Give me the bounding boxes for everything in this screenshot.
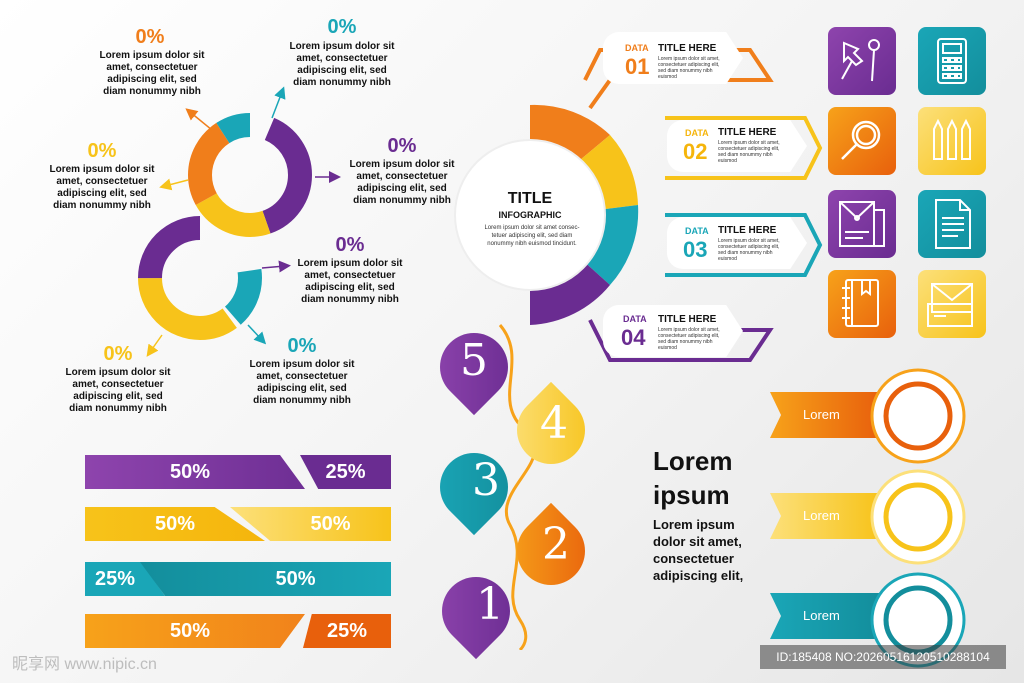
step-1-number: 1 — [476, 579, 504, 630]
step-3-number: 3 — [472, 455, 500, 506]
envelope-icon — [918, 270, 986, 338]
arrow-left — [159, 178, 189, 191]
lorem-heading-2: ipsum — [653, 480, 730, 510]
label-text-5: Lorem ipsum dolor sit amet, consectetuer… — [297, 258, 403, 305]
watermark-left: 昵享网 www.nipic.cn — [12, 656, 157, 673]
percent-bar-4-left: 50% — [85, 614, 305, 648]
connector-03 — [665, 213, 823, 277]
arrow-bottom-right — [247, 324, 267, 345]
card-03-data-label: DATA — [685, 226, 709, 236]
donut-top — [188, 113, 312, 237]
percent-bar-3-left: 25% — [85, 562, 165, 596]
lorem-heading-1: Lorem — [653, 446, 733, 476]
hub-graphic — [454, 48, 823, 362]
lorem-body-3: consectetuer — [653, 551, 734, 566]
card-02-data-label: DATA — [685, 128, 709, 138]
percent-bar-4-right: 25% — [303, 614, 391, 648]
notebook-icon — [828, 270, 896, 338]
percent-bar-2: 50% 50% — [85, 507, 391, 541]
ribbon-2-label: Lorem — [803, 508, 840, 523]
hub-title: TITLE — [507, 190, 553, 207]
card-02-number: 02 — [683, 139, 708, 164]
step-2-number: 2 — [542, 519, 570, 570]
card-04-body: Lorem ipsum dolor sit amet, consectetuer… — [658, 327, 720, 351]
arrow-top-right — [271, 86, 286, 119]
pencils-icon — [918, 107, 986, 175]
card-02-heading: TITLE HERE — [718, 127, 777, 138]
hub-body: Lorem ipsum dolor sit amet consec- tetue… — [484, 225, 580, 247]
donut-cluster — [138, 86, 341, 357]
card-01-body: Lorem ipsum dolor sit amet, consectetuer… — [658, 56, 720, 80]
percent-bar-1-left: 50% — [85, 455, 305, 489]
ribbon-1-label: Lorem — [803, 407, 840, 422]
calculator-icon — [918, 27, 986, 95]
label-pct-2: 0% — [327, 16, 357, 38]
card-04 — [603, 305, 743, 357]
donut-bottom — [138, 216, 262, 340]
card-03-number: 03 — [683, 237, 708, 262]
percent-bar-3-right: 50% — [140, 562, 391, 596]
arrow-top-left — [185, 108, 213, 131]
label-text-2: Lorem ipsum dolor sit amet, consectetuer… — [289, 41, 395, 88]
card-03-heading: TITLE HERE — [718, 225, 777, 236]
paper-sheet-icon — [918, 190, 986, 258]
ring-1 — [870, 368, 966, 464]
percent-bar-1-right: 25% — [300, 455, 391, 489]
ring-2 — [870, 469, 966, 565]
step-4-number: 4 — [540, 398, 568, 449]
label-text-7: Lorem ipsum dolor sit amet, consectetuer… — [249, 359, 355, 406]
percent-bar-4: 50% 25% — [85, 614, 391, 648]
hub-ring-orange — [530, 104, 610, 160]
hub-center-circle — [454, 139, 606, 291]
card-02-body: Lorem ipsum dolor sit amet, consectetuer… — [718, 140, 780, 164]
lorem-body-1: Lorem ipsum — [653, 517, 735, 532]
label-pct-4: 0% — [387, 135, 417, 157]
label-text-6: Lorem ipsum dolor sit amet, consectetuer… — [65, 367, 171, 414]
ribbon-1 — [770, 392, 880, 438]
card-01-data-label: DATA — [625, 43, 649, 53]
hub-ring-teal — [580, 205, 639, 285]
card-04-heading: TITLE HERE — [658, 314, 717, 325]
label-text-3: Lorem ipsum dolor sit amet, consectetuer… — [49, 164, 155, 211]
magnifier-icon — [828, 107, 896, 175]
label-pct-3: 0% — [87, 140, 117, 162]
label-pct-6: 0% — [103, 343, 133, 365]
watermark-right: ID:185408 NO:20260516120510288104 — [760, 645, 1006, 669]
ribbon-3 — [770, 593, 880, 639]
connector-01 — [583, 48, 774, 110]
lorem-body-4: adipiscing elit, — [653, 568, 744, 583]
lorem-body-2: dolor sit amet, — [653, 534, 742, 549]
step-5-number: 5 — [460, 335, 488, 386]
connector-02 — [665, 116, 823, 180]
label-pct-7: 0% — [287, 335, 317, 357]
label-pct-5: 0% — [335, 234, 365, 256]
hub-subtitle: INFOGRAPHIC — [498, 210, 562, 220]
arrow-bottom-left — [146, 334, 163, 357]
card-04-data-label: DATA — [623, 314, 647, 324]
card-01-heading: TITLE HERE — [658, 43, 717, 54]
hub-ring-yellow — [580, 135, 638, 210]
card-03 — [667, 217, 807, 269]
label-pct-1: 0% — [135, 26, 165, 48]
label-text-4: Lorem ipsum dolor sit amet, consectetuer… — [349, 159, 455, 206]
card-01 — [603, 32, 743, 84]
percent-bar-3: 25% 50% — [85, 562, 391, 596]
label-text-1: Lorem ipsum dolor sit amet, consectetuer… — [99, 50, 205, 97]
document-icon — [828, 190, 896, 258]
ribbon-3-label: Lorem — [803, 608, 840, 623]
card-03-body: Lorem ipsum dolor sit amet, consectetuer… — [718, 238, 780, 262]
card-04-number: 04 — [621, 325, 646, 350]
card-01-number: 01 — [625, 54, 650, 79]
step-path — [498, 324, 537, 650]
card-02 — [667, 120, 807, 172]
ribbon-2 — [770, 493, 880, 539]
hub-ring-purple — [530, 258, 610, 325]
arrow-mid-right — [261, 260, 291, 273]
percent-bar-1: 50% 25% — [85, 455, 391, 489]
pushpin-icon — [828, 27, 896, 95]
